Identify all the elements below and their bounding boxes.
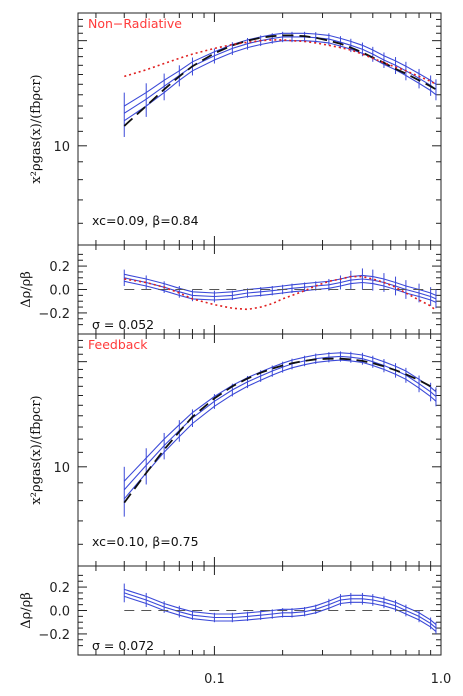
panel-frame	[77, 12, 442, 246]
data-curve	[123, 355, 437, 491]
data-curve	[123, 352, 437, 482]
y-tick-label: 0.0	[49, 605, 70, 620]
x-tick-label: 1.0	[431, 672, 452, 687]
curves	[123, 583, 437, 634]
data-curve	[124, 588, 437, 626]
y-tick-label: −0.2	[38, 628, 70, 643]
panel-title: Feedback	[88, 337, 148, 352]
y-axis-label: x²ρgas(x)/(fbρcr)	[29, 74, 44, 183]
data-curve	[124, 595, 437, 633]
panel-2: 0.2 0.0 −0.2 Δρ/ρβ σ = 0.052	[19, 244, 442, 335]
y-tick-label: 0.2	[49, 260, 70, 275]
y-tick-label: 10	[53, 140, 70, 155]
model-dashed-curve	[123, 357, 437, 504]
data-curve	[123, 359, 437, 500]
y-axis-label: Δρ/ρβ	[19, 271, 34, 308]
y-tick-label: 10	[53, 461, 70, 476]
y-tick-label: 0.2	[49, 581, 70, 596]
panel-title: Non−Radiative	[88, 16, 182, 31]
y-tick-label: −0.2	[38, 307, 70, 322]
panel-1: 10 x²ρgas(x)/(fbρcr) Non−Radiative xc=0.09,…	[29, 12, 442, 246]
y-axis-label: x²ρgas(x)/(fbρcr)	[29, 395, 44, 504]
panel-annotation: xc=0.10, β=0.75	[92, 534, 199, 549]
data-curve	[124, 36, 437, 114]
panel-annotation: xc=0.09, β=0.84	[92, 213, 199, 228]
panel-frame	[77, 333, 442, 567]
x-tick-label: 0.1	[204, 672, 225, 687]
data-curve	[124, 32, 437, 107]
panel-4: 0.2 0.0 −0.2 0.1 1.0 Δρ/ρβ σ = 0.072	[19, 565, 452, 687]
curves	[123, 268, 437, 312]
panels: 10 x²ρgas(x)/(fbρcr) Non−Radiative xc=0.09,…	[19, 12, 452, 687]
panel-annotation: σ = 0.072	[92, 638, 154, 653]
model-dashed-curve	[123, 34, 437, 127]
model-dotted-curve	[124, 39, 437, 85]
y-tick-label: 0.0	[49, 284, 70, 299]
curves	[123, 31, 437, 137]
curves	[123, 351, 437, 517]
data-curve	[124, 273, 437, 296]
y-axis-label: Δρ/ρβ	[19, 592, 34, 629]
panel-annotation: σ = 0.052	[92, 317, 154, 332]
model-dotted-curve	[124, 275, 437, 312]
panel-3: 10 x²ρgas(x)/(fbρcr) Feedback xc=0.10, β=0.…	[29, 333, 442, 567]
